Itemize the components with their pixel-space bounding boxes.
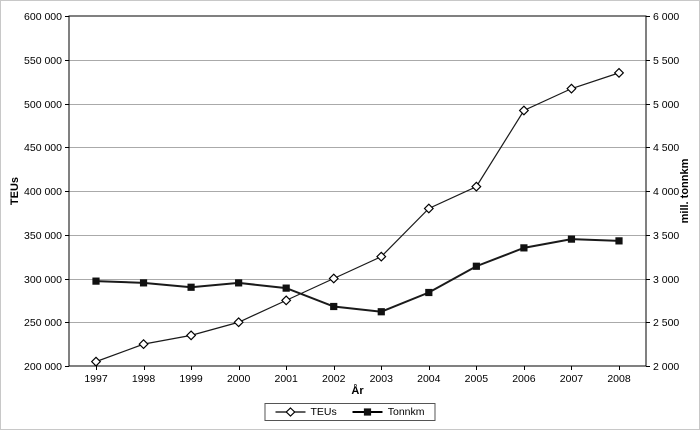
y-tick-label-right: 2 000 — [653, 361, 679, 373]
marker-diamond-icon — [90, 356, 102, 367]
marker-square-icon — [282, 284, 290, 292]
x-tick-label: 1998 — [132, 373, 156, 385]
y-tick-label-right: 4 500 — [653, 142, 679, 154]
x-tick-label: 2006 — [512, 373, 536, 385]
legend-label-teus: TEUs — [310, 406, 337, 418]
y-tick-label-left: 450 000 — [24, 142, 62, 154]
marker-square-icon — [92, 277, 100, 285]
x-tick-label: 2001 — [275, 373, 299, 385]
y-tick-label-right: 6 000 — [653, 11, 679, 23]
y-tick-label-right: 2 500 — [653, 317, 679, 329]
marker-square-icon — [567, 235, 576, 243]
x-tick-label: 2005 — [465, 373, 489, 385]
marker-diamond-icon — [518, 105, 530, 116]
y-tick-label-left: 600 000 — [24, 11, 62, 23]
y-tick-label-right: 3 000 — [653, 274, 679, 286]
marker-diamond-icon — [613, 67, 625, 79]
left-axis-title: TEUs — [9, 176, 21, 206]
marker-square-icon — [472, 262, 480, 270]
x-tick-label: 2004 — [417, 373, 441, 385]
legend-item-teus: TEUs — [275, 406, 337, 418]
plot-border — [68, 15, 647, 367]
marker-diamond-icon — [376, 251, 387, 262]
x-tick-label: 2000 — [227, 373, 251, 385]
x-tick-label: 2003 — [370, 373, 394, 385]
legend: TEUs Tonnkm — [264, 403, 436, 421]
marker-diamond-icon — [185, 330, 197, 341]
marker-diamond-icon — [138, 338, 149, 350]
y-tick-label-left: 200 000 — [24, 361, 62, 373]
y-tick-label-right: 3 500 — [653, 230, 679, 242]
series-tonnkm-line — [95, 238, 620, 313]
legend-marker-teus-icon — [275, 407, 306, 417]
y-tick-label-left: 350 000 — [24, 230, 62, 242]
x-tick-label: 2007 — [560, 373, 584, 385]
y-tick-label-left: 300 000 — [24, 274, 62, 286]
x-tick-label: 2002 — [322, 373, 346, 385]
marker-square-icon — [330, 302, 338, 311]
marker-square-icon — [139, 279, 148, 287]
series-teus-line — [95, 72, 620, 363]
marker-diamond-icon — [233, 317, 244, 328]
marker-diamond-icon — [566, 83, 577, 94]
y-tick-label-right: 5 000 — [653, 99, 679, 111]
marker-diamond-icon — [423, 203, 434, 214]
marker-diamond-icon — [328, 273, 339, 284]
y-tick-label-left: 400 000 — [24, 186, 62, 198]
x-tick-label: 1999 — [179, 373, 203, 385]
marker-diamond-icon — [471, 181, 482, 192]
legend-marker-tonnkm-icon — [352, 408, 383, 416]
y-tick-label-left: 550 000 — [24, 55, 62, 67]
marker-square-icon — [235, 279, 243, 287]
legend-label-tonnkm: Tonnkm — [387, 406, 425, 418]
marker-square-icon — [377, 308, 385, 316]
marker-square-icon — [520, 244, 528, 252]
marker-diamond-icon — [281, 295, 292, 306]
y-tick-label-left: 250 000 — [24, 317, 62, 329]
y-tick-label-right: 4 000 — [653, 186, 679, 198]
x-tick-label: 2008 — [607, 373, 631, 385]
y-tick-label-right: 5 500 — [653, 55, 679, 67]
x-axis-title: År — [351, 385, 364, 397]
y-tick-label-left: 500 000 — [24, 99, 62, 111]
legend-item-tonnkm: Tonnkm — [352, 406, 425, 418]
marker-square-icon — [187, 283, 195, 291]
marker-square-icon — [615, 237, 623, 245]
right-axis-title: mill. tonnkm — [679, 158, 691, 224]
marker-square-icon — [425, 288, 433, 297]
x-tick-label: 1997 — [84, 373, 108, 385]
